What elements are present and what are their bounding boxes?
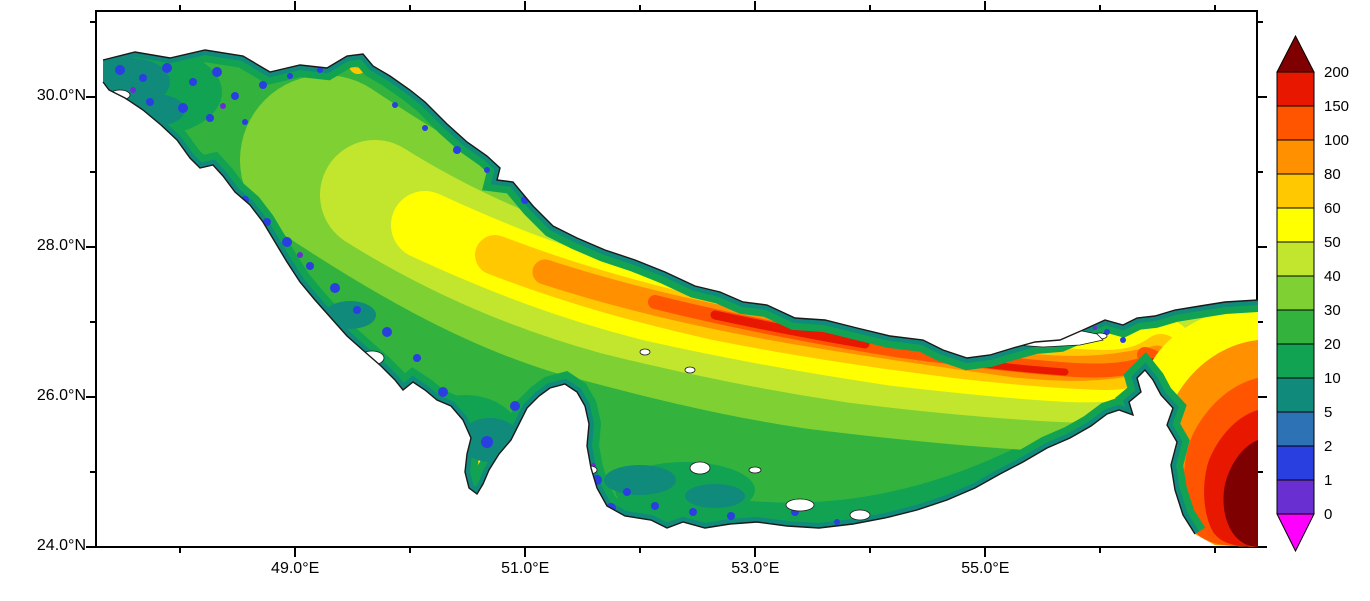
y-tick-left xyxy=(86,546,95,548)
contour-150-200-a xyxy=(710,310,870,349)
colorbar-tick-label: 0 xyxy=(1324,506,1332,523)
colorbar-tick-label: 20 xyxy=(1324,336,1341,353)
colorbar-tick-label: 2 xyxy=(1324,438,1332,455)
colorbar-arrow-above-max xyxy=(1276,34,1315,73)
x-tick-top xyxy=(754,1,756,10)
x-tick-bottom xyxy=(294,548,296,557)
colorbar-tick-label: 80 xyxy=(1324,166,1341,183)
y-axis-tick-label: 24.0°N xyxy=(36,537,86,555)
x-tick-bottom xyxy=(179,548,181,553)
x-tick-top xyxy=(294,1,296,10)
colorbar-band xyxy=(1276,139,1315,175)
oman-above-200 xyxy=(1223,440,1258,547)
plot-frame xyxy=(95,10,1258,548)
y-tick-left xyxy=(86,96,95,98)
colorbar-band xyxy=(1276,411,1315,447)
x-tick-top xyxy=(524,1,526,10)
x-tick-bottom xyxy=(639,548,641,553)
colorbar-band xyxy=(1276,309,1315,345)
colorbar-band xyxy=(1276,445,1315,481)
colorbar-tick-label: 5 xyxy=(1324,404,1332,421)
y-axis-tick-label: 30.0°N xyxy=(36,87,86,105)
colorbar-band xyxy=(1276,343,1315,379)
colorbar-tick-label: 150 xyxy=(1324,98,1349,115)
x-tick-bottom xyxy=(984,548,986,557)
colorbar-tick-label: 50 xyxy=(1324,234,1341,251)
map-svg xyxy=(102,49,1258,547)
colorbar-band xyxy=(1276,241,1315,277)
x-tick-bottom xyxy=(754,548,756,557)
colorbar-band xyxy=(1276,173,1315,209)
coastline xyxy=(102,49,1258,535)
colorbar-band xyxy=(1276,105,1315,141)
colorbar: 0 1 2 5 10 20 30 40 50 60 80 100 150 200 xyxy=(1276,34,1349,553)
colorbar-tick-label: 60 xyxy=(1324,200,1341,217)
x-axis-tick-label: 55.0°E xyxy=(961,560,1010,577)
gulf-data-field xyxy=(103,50,1258,547)
colorbar-band xyxy=(1276,275,1315,311)
x-tick-bottom xyxy=(1214,548,1216,553)
colorbar-tick-label: 40 xyxy=(1324,268,1341,285)
colorbar-band xyxy=(1276,207,1315,243)
colorbar-band xyxy=(1276,377,1315,413)
x-tick-bottom xyxy=(409,548,411,553)
colorbar-tick-label: 100 xyxy=(1324,132,1349,149)
y-tick-left xyxy=(86,246,95,248)
y-tick-left xyxy=(86,396,95,398)
colorbar-band xyxy=(1276,71,1315,107)
colorbar-arrow-below-min xyxy=(1276,513,1315,553)
x-axis-tick-label: 49.0°E xyxy=(271,560,320,577)
x-tick-top xyxy=(984,1,986,10)
x-tick-bottom xyxy=(1099,548,1101,553)
colorbar-tick-label: 1 xyxy=(1324,472,1332,489)
colorbar-tick-label: 200 xyxy=(1324,64,1349,81)
x-tick-bottom xyxy=(524,548,526,557)
colorbar-tick-label: 30 xyxy=(1324,302,1341,319)
x-axis-tick-label: 53.0°E xyxy=(731,560,780,577)
y-axis-tick-label: 26.0°N xyxy=(36,387,86,405)
y-axis-tick-label: 28.0°N xyxy=(36,237,86,255)
colorbar-band xyxy=(1276,479,1315,515)
colorbar-tick-label: 10 xyxy=(1324,370,1341,387)
x-tick-bottom xyxy=(869,548,871,553)
x-axis-tick-label: 51.0°E xyxy=(501,560,550,577)
